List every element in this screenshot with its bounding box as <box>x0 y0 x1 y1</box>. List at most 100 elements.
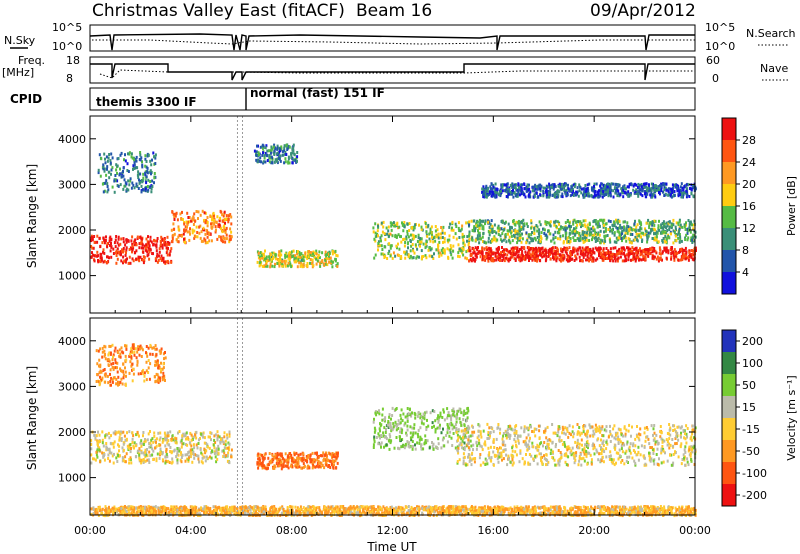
power-scatter-cell <box>616 220 619 224</box>
power-scatter-cell <box>539 249 542 253</box>
power-scatter-cell <box>491 252 494 256</box>
velocity-scatter-cell <box>118 436 121 440</box>
power-scatter-cell <box>390 228 393 232</box>
velocity-scatter-cell <box>155 457 158 461</box>
power-scatter-cell <box>649 221 651 225</box>
power-scatter-cell <box>103 251 106 255</box>
power-scatter-cell <box>285 143 288 147</box>
power-scatter-cell <box>171 240 174 244</box>
velocity-scatter-cell <box>319 465 322 469</box>
power-scatter-cell <box>137 187 140 190</box>
velocity-scatter-cell <box>96 448 99 452</box>
velocity-scatter-cell <box>301 456 304 460</box>
power-scatter-cell <box>648 188 651 192</box>
power-scatter-cell <box>213 222 216 226</box>
power-scatter-cell <box>628 251 631 255</box>
velocity-scatter-cell <box>173 439 176 443</box>
power-scatter-cell <box>209 232 212 236</box>
power-scatter-cell <box>691 241 694 244</box>
power-scatter-cell <box>284 255 287 259</box>
power-scatter-cell <box>548 247 551 251</box>
power-scatter-cell <box>139 180 142 184</box>
velocity-scatter-cell <box>325 463 328 467</box>
velocity-scatter-cell <box>136 432 139 436</box>
power-scatter-cell <box>477 250 480 254</box>
power-scatter-cell <box>568 221 571 225</box>
power-scatter-cell <box>684 246 687 250</box>
power-scatter-cell <box>584 236 586 240</box>
power-scatter-cell <box>128 255 131 259</box>
power-scatter-cell <box>652 186 655 190</box>
power-scatter-cell <box>114 238 117 242</box>
power-scatter-cell <box>597 192 600 196</box>
velocity-scatter-cell <box>323 466 326 470</box>
power-scatter-cell <box>131 242 134 246</box>
power-scatter-cell <box>687 236 690 240</box>
velocity-scatter-cell <box>115 377 118 381</box>
power-scatter-cell <box>684 257 687 261</box>
velocity-scatter-cell <box>156 361 159 365</box>
power-scatter-cell <box>548 182 551 186</box>
power-scatter-cell <box>433 236 436 239</box>
velocity-scatter-cell <box>142 461 145 464</box>
power-scatter-cell <box>572 220 575 224</box>
power-scatter-cell <box>160 235 163 239</box>
power-scatter-cell <box>131 257 134 261</box>
power-scatter-cell <box>655 251 658 255</box>
power-scatter-cell <box>506 182 509 186</box>
velocity-scatter-cell <box>189 455 192 459</box>
power-scatter-cell <box>633 247 636 251</box>
power-scatter-cell <box>509 252 512 256</box>
power-scatter-cell <box>198 231 201 235</box>
power-scatter-cell <box>598 189 600 193</box>
power-scatter-cell <box>468 249 471 253</box>
power-scatter-cell <box>172 222 175 226</box>
power-scatter-cell <box>258 159 261 163</box>
power-scatter-cell <box>575 249 578 253</box>
power-scatter-cell <box>194 219 196 223</box>
power-scatter-cell <box>629 193 632 197</box>
velocity-scatter-cell <box>143 440 146 444</box>
power-scatter-cell <box>559 253 562 257</box>
power-scatter-cell <box>573 229 576 233</box>
power-scatter-cell <box>665 225 667 229</box>
velocity-scatter-cell <box>111 365 114 369</box>
power-scatter-cell <box>153 172 156 175</box>
power-scatter-cell <box>135 249 138 253</box>
power-scatter-cell <box>144 164 147 168</box>
velocity-scatter-cell <box>187 451 190 454</box>
power-scatter-cell <box>554 250 557 253</box>
velocity-scatter-cell <box>97 349 100 353</box>
power-scatter-cell <box>538 186 541 190</box>
power-scatter-cell <box>223 236 226 240</box>
power-scatter-cell <box>628 240 631 244</box>
velocity-scatter-cell <box>165 460 168 464</box>
power-scatter-cell <box>168 253 171 257</box>
power-scatter-cell <box>500 220 503 223</box>
power-scatter-cell <box>131 244 134 248</box>
power-scatter-cell <box>550 239 553 243</box>
power-scatter-cell <box>400 240 403 244</box>
power-scatter-cell <box>503 228 506 231</box>
power-scatter-cell <box>402 229 405 233</box>
power-scatter-cell <box>127 239 130 243</box>
power-scatter-cell <box>157 254 160 258</box>
velocity-scatter-cell <box>156 378 159 382</box>
power-scatter-cell <box>491 224 494 228</box>
power-scatter-cell <box>466 239 468 243</box>
power-scatter-cell <box>618 183 621 187</box>
power-scatter-cell <box>263 156 266 160</box>
power-scatter-cell <box>570 186 573 190</box>
velocity-scatter-cell <box>149 430 151 433</box>
velocity-scatter-cell <box>113 376 116 380</box>
power-scatter-cell <box>127 261 130 265</box>
velocity-scatter-cell <box>117 383 119 387</box>
power-scatter-cell <box>632 188 635 192</box>
velocity-scatter-cell <box>151 453 154 457</box>
power-scatter-cell <box>442 240 444 244</box>
power-scatter-cell <box>159 239 162 243</box>
power-scatter-cell <box>490 190 493 194</box>
power-scatter-cell <box>116 247 119 251</box>
power-scatter-cell <box>127 152 129 156</box>
power-scatter-cell <box>313 256 316 260</box>
